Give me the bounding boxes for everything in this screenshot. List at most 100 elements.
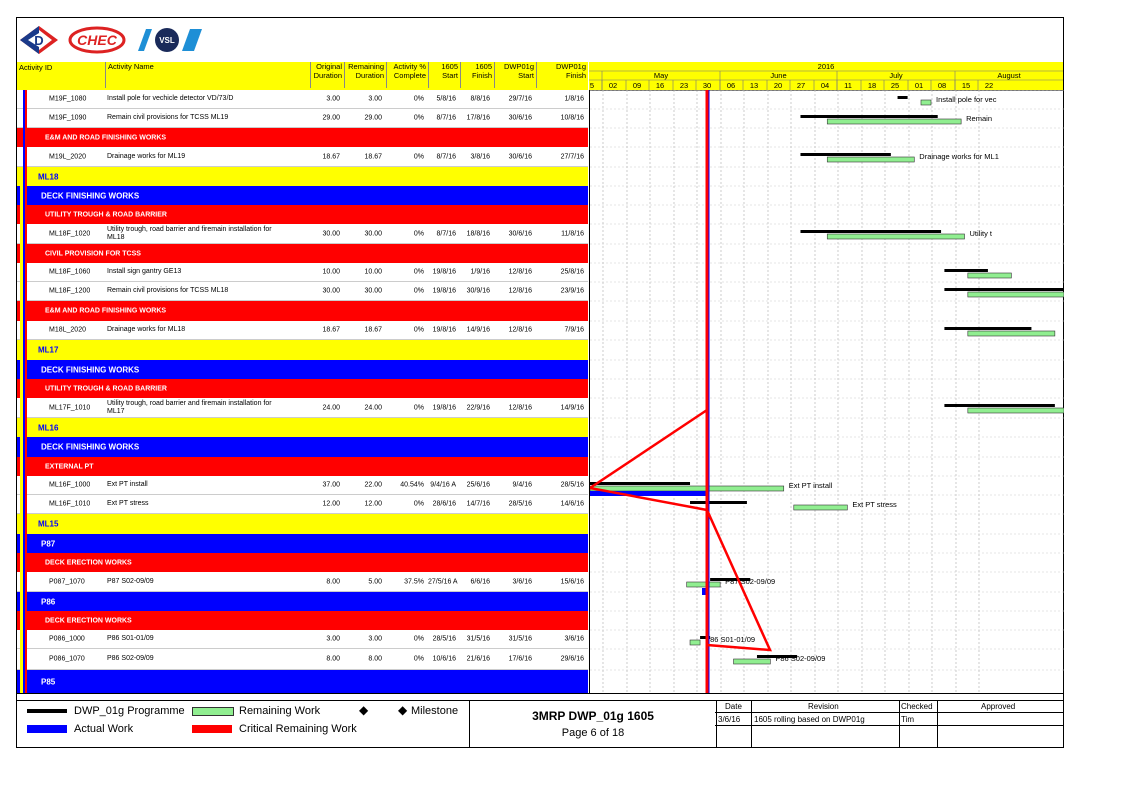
cell-rd: 12.00: [364, 500, 382, 508]
legend-programme-label: DWP_01g Programme: [74, 705, 185, 717]
cell-rd: 3.00: [368, 95, 382, 103]
cell-f: 18/8/16: [466, 230, 490, 237]
cell-s: 19/8/16: [432, 326, 456, 334]
vsl-logo-icon: VSL: [138, 28, 202, 52]
d-logo-icon: D: [20, 26, 58, 54]
group-title: UTILITY TROUGH & ROAD BARRIER: [45, 211, 167, 218]
col-original-duration: Original Duration: [310, 62, 344, 88]
cell-od: 18.67: [322, 153, 340, 160]
remaining-bar[interactable]: [793, 504, 848, 511]
cell-ds: 12/8/16: [508, 326, 532, 334]
baseline-bar: [756, 655, 798, 658]
remaining-bar[interactable]: [967, 272, 1012, 279]
rev-text: 1605 rolling based on DWP01g: [754, 715, 865, 724]
cell-f: 30/9/16: [466, 287, 490, 295]
cell-pct: 0%: [413, 500, 424, 508]
cell-od: 10.00: [322, 268, 340, 276]
col-activity-pct: Activity % Complete: [386, 62, 428, 88]
timeline-week: 01: [915, 81, 923, 90]
activity-id: ML16F_1010: [49, 500, 91, 508]
baseline-bar: [944, 269, 988, 272]
cell-df: 3/6/16: [564, 635, 584, 643]
legend-remaining-swatch: [192, 707, 234, 716]
bar-label: Ext PT stress: [852, 500, 897, 509]
timeline-year: 2016: [818, 62, 835, 71]
bar-label: Ext PT install: [789, 481, 833, 490]
remaining-bar[interactable]: [733, 658, 771, 665]
rev-header-date: Date: [725, 702, 742, 711]
table-row: ML18F_1060 Install sign gantry GE13 10.00 1…: [17, 263, 588, 282]
activity-name: Utility trough, road barrier and firemai…: [107, 399, 272, 415]
table-row: P086_1070 P86 S02-09/09 8.00 8.00 0% 10/6/16 2…: [17, 649, 588, 670]
cell-f: 8/8/16: [470, 95, 490, 103]
group-title: P86: [41, 597, 56, 606]
cell-df: 7/9/16: [564, 326, 584, 334]
cell-rd: 30.00: [364, 230, 382, 237]
svg-text:D: D: [34, 33, 43, 48]
wbs-section-header: DECK FINISHING WORKS: [17, 360, 588, 379]
bar-label: Drainage works for ML1: [919, 152, 999, 161]
remaining-bar[interactable]: [967, 407, 1064, 414]
bar-label: P86 S01-01/09: [705, 635, 755, 644]
remaining-bar[interactable]: [689, 639, 701, 646]
group-title: ML17: [38, 345, 59, 355]
timeline-week: 04: [821, 81, 829, 90]
group-title: ML16: [38, 423, 59, 432]
table-row: ML16F_1010 Ext PT stress 12.00 12.00 0% 28/6/…: [17, 495, 588, 514]
remaining-bar[interactable]: [967, 291, 1064, 298]
timeline-week: 13: [750, 81, 758, 90]
cell-rd: 30.00: [364, 287, 382, 295]
group-title: DECK FINISHING WORKS: [41, 365, 140, 374]
table-row: ML18F_1020 Utility trough, road barrier a…: [17, 224, 588, 244]
cell-f: 6/6/16: [470, 578, 490, 585]
baseline-bar: [700, 636, 711, 639]
remaining-bar[interactable]: [590, 485, 785, 492]
legend-actual-label: Actual Work: [74, 723, 134, 735]
baseline-bar: [590, 482, 691, 485]
group-title: DECK ERECTION WORKS: [45, 617, 132, 624]
timeline-month: June: [770, 71, 786, 80]
baseline-bar: [944, 327, 1032, 330]
divider: [16, 700, 1064, 701]
baseline-bar: [800, 153, 891, 156]
cell-s: 19/8/16: [432, 404, 456, 411]
chec-logo-text: CHEC: [77, 32, 118, 48]
cell-pct: 0%: [413, 230, 424, 237]
remaining-bar[interactable]: [920, 99, 932, 106]
cell-s: 19/8/16: [432, 268, 456, 276]
cell-f: 31/5/16: [466, 635, 490, 643]
cell-pct: 37.5%: [404, 578, 424, 585]
cell-df: 11/8/16: [561, 230, 584, 237]
group-title: P85: [41, 677, 56, 686]
activity-name: Remain civil provisions for TCSS ML19: [107, 114, 229, 121]
col-activity-name: Activity Name: [105, 62, 310, 88]
remaining-bar[interactable]: [826, 233, 965, 240]
page-frame: [16, 17, 1064, 748]
group-title: DECK FINISHING WORKS: [41, 191, 140, 200]
timeline-week: 08: [938, 81, 946, 90]
cell-rd: 24.00: [364, 404, 382, 411]
group-title: CIVIL PROVISION FOR TCSS: [45, 250, 141, 257]
cell-od: 3.00: [326, 95, 340, 103]
remaining-bar[interactable]: [826, 118, 962, 125]
timeline-week: 5: [590, 81, 594, 90]
cell-df: 25/8/16: [560, 268, 584, 276]
remaining-bar[interactable]: [686, 581, 721, 588]
cell-ds: 30/6/16: [508, 153, 532, 160]
timeline-month: May: [654, 71, 668, 80]
cell-df: 15/6/16: [560, 578, 584, 585]
cell-f: 25/6/16: [466, 481, 490, 489]
remaining-bar[interactable]: [967, 330, 1056, 337]
wbs-subsection-header: UTILITY TROUGH & ROAD BARRIER: [17, 205, 588, 224]
actual-bar: [702, 588, 706, 595]
cell-s: 8/7/16: [436, 114, 456, 122]
cell-s: 10/6/16: [432, 655, 456, 663]
activity-id: M19F_1080: [49, 95, 87, 103]
wbs-subsection-header: UTILITY TROUGH & ROAD BARRIER: [17, 379, 588, 398]
activity-name: Ext PT stress: [107, 500, 149, 507]
chec-logo-icon: CHEC: [68, 26, 126, 54]
col-activity-id: Activity ID: [19, 63, 53, 72]
cell-ds: 3/6/16: [512, 578, 532, 585]
remaining-bar[interactable]: [826, 156, 915, 163]
col-1605-start: 1605 Start: [428, 62, 460, 88]
